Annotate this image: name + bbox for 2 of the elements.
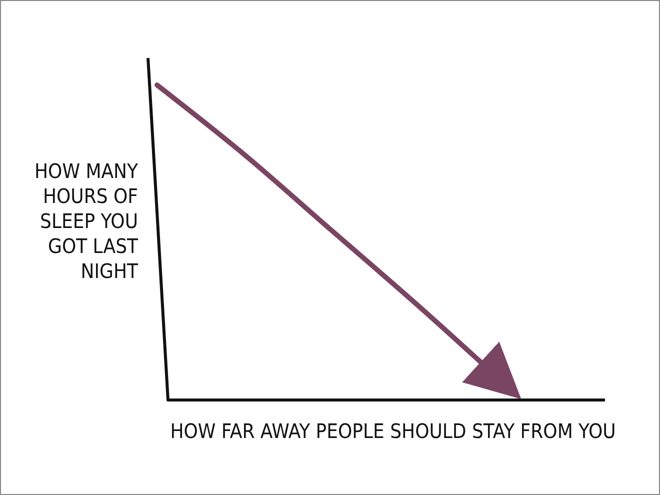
x-axis-title: HOW FAR AWAY PEOPLE SHOULD STAY FROM YOU <box>170 419 616 443</box>
y-axis-title: HOW MANY HOURS OF SLEEP YOU GOT LAST NIGHT <box>34 159 140 283</box>
